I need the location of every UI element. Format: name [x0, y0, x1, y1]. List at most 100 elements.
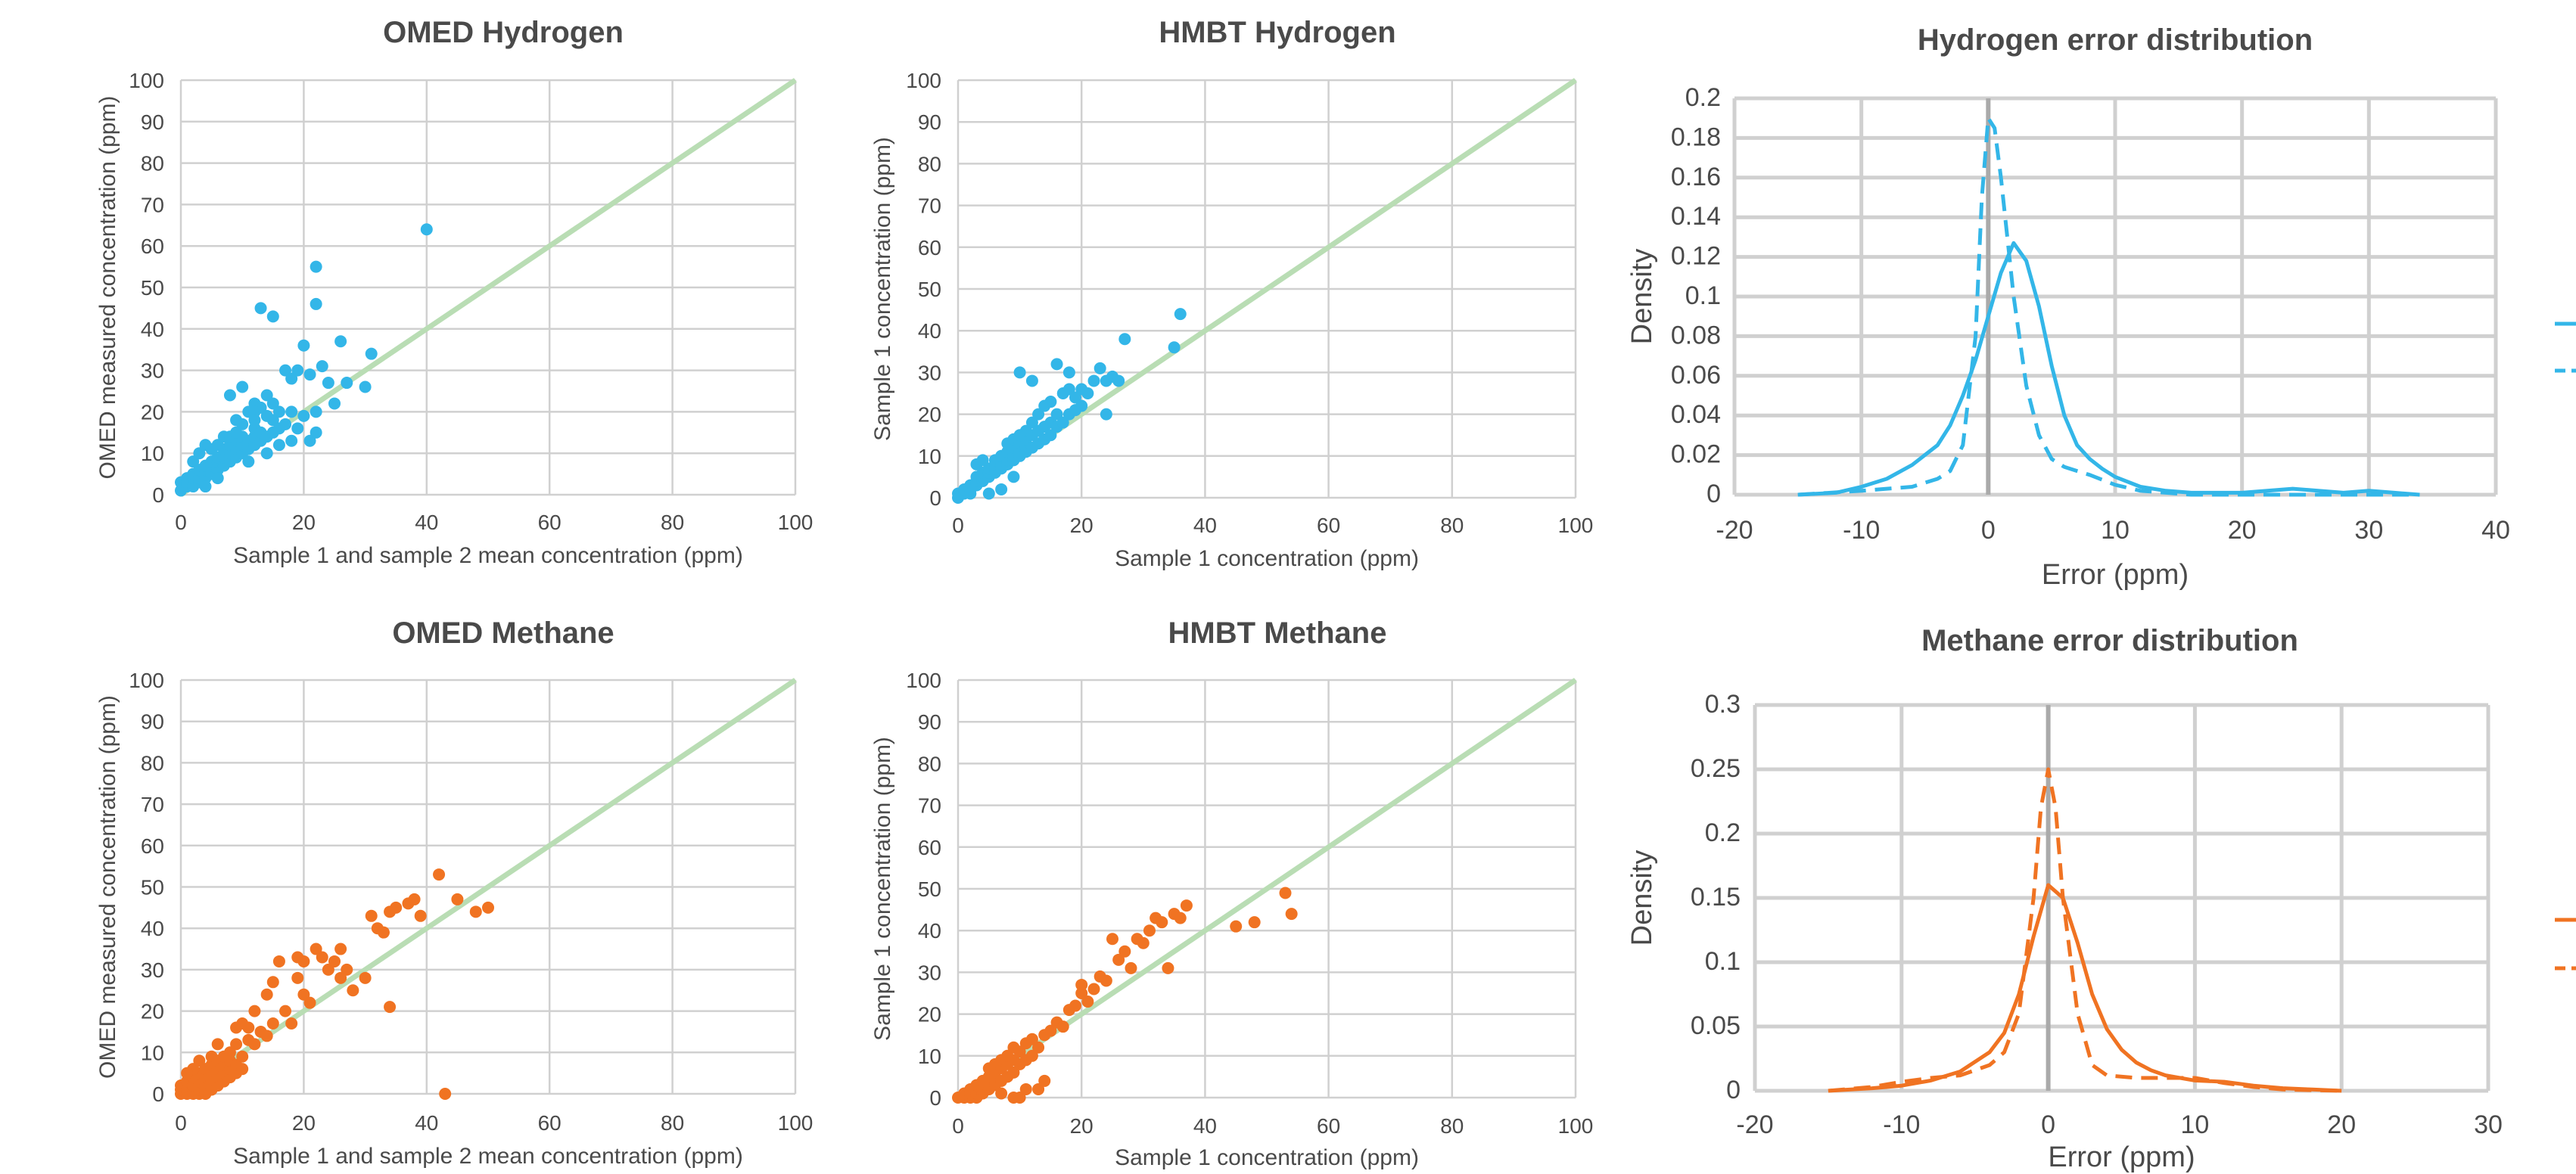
y-tick-label: 100 — [906, 69, 941, 92]
x-tick-label: 10 — [2180, 1110, 2209, 1139]
data-point — [1180, 899, 1193, 912]
data-point — [230, 1038, 243, 1051]
data-point — [995, 1087, 1008, 1100]
data-point — [1019, 1082, 1032, 1095]
omed-methane-chart: OMED Methane 0 20 40 60 80 100 0 10 20 30 40 50 60 70 8… — [95, 617, 813, 1169]
data-point — [359, 380, 372, 393]
data-point — [1118, 333, 1131, 346]
x-axis-label: Error (ppm) — [2048, 1141, 2195, 1173]
data-point — [469, 905, 482, 918]
data-point — [1112, 953, 1125, 966]
y-tick-label: 60 — [141, 234, 164, 258]
data-point — [266, 310, 279, 323]
data-point — [322, 963, 334, 976]
y-tick-label: 60 — [141, 834, 164, 858]
y-tick-label: 0 — [1706, 480, 1721, 508]
data-point — [1118, 945, 1131, 958]
data-point — [316, 951, 328, 964]
data-point — [260, 1030, 273, 1042]
y-tick-label: 50 — [141, 876, 164, 899]
y-tick-label: 0.2 — [1685, 83, 1721, 112]
data-point — [211, 1038, 224, 1051]
data-point — [1137, 936, 1150, 949]
data-point — [1038, 1074, 1051, 1087]
data-point — [359, 971, 372, 984]
y-tick-label: 0.3 — [1705, 690, 1741, 719]
y-axis-label: Sample 1 concentration (ppm) — [870, 137, 895, 441]
data-point — [272, 439, 285, 452]
solid-density-curve — [1828, 883, 2342, 1093]
x-tick-label: -10 — [1843, 516, 1880, 545]
x-tick-label: 20 — [2327, 1110, 2356, 1139]
data-point — [1013, 366, 1026, 379]
data-point — [242, 1021, 255, 1034]
data-point — [297, 955, 310, 967]
data-point — [1279, 887, 1292, 899]
data-point — [1025, 1033, 1038, 1045]
data-point — [420, 223, 433, 236]
y-tick-label: 0.25 — [1691, 754, 1741, 783]
y-tick-label: 100 — [129, 669, 164, 692]
data-point — [976, 454, 989, 467]
x-tick-label: 100 — [1558, 514, 1594, 537]
data-point — [433, 868, 446, 881]
data-point — [334, 943, 347, 955]
data-point — [1025, 416, 1038, 429]
data-point — [964, 487, 977, 500]
x-tick-label: 60 — [538, 1111, 562, 1135]
dashed-density-curve — [1797, 116, 2420, 497]
data-point — [236, 1063, 249, 1076]
y-tick-label: 30 — [141, 359, 164, 383]
data-point — [236, 418, 249, 430]
x-tick-label: 10 — [2101, 516, 2130, 545]
y-tick-label: 30 — [141, 958, 164, 982]
data-point — [181, 1067, 194, 1079]
y-tick-label: 10 — [918, 445, 941, 468]
data-point — [1075, 399, 1088, 412]
data-point — [223, 1046, 236, 1059]
chart-title: Methane error distribution — [1921, 624, 2298, 657]
data-point — [248, 1038, 261, 1051]
data-point — [384, 1001, 397, 1014]
data-point — [1032, 1041, 1045, 1054]
x-tick-label: 20 — [2228, 516, 2257, 545]
y-tick-label: 0 — [929, 1086, 941, 1110]
data-point — [260, 447, 273, 460]
x-axis-label: Sample 1 and sample 2 mean concentration… — [233, 1144, 743, 1169]
x-tick-label: 0 — [1981, 516, 1996, 545]
data-point — [310, 297, 322, 310]
x-tick-label: 40 — [2481, 516, 2510, 545]
data-point — [310, 405, 322, 418]
y-tick-label: 0 — [1726, 1076, 1741, 1104]
x-axis-label: Sample 1 concentration (ppm) — [1115, 1145, 1419, 1170]
data-point — [310, 260, 322, 273]
data-point — [1285, 908, 1298, 921]
y-tick-label: 80 — [918, 752, 941, 775]
y-tick-label: 80 — [141, 152, 164, 175]
solid-density-curve — [1797, 241, 2420, 497]
y-tick-label: 20 — [918, 1003, 941, 1026]
x-tick-label: 80 — [661, 511, 684, 534]
data-point — [1069, 391, 1082, 404]
data-point — [1087, 983, 1100, 995]
x-tick-label: 20 — [1070, 1114, 1094, 1138]
x-tick-label: 100 — [778, 511, 814, 534]
data-point — [193, 1054, 206, 1067]
data-point — [1013, 1045, 1026, 1058]
data-point — [310, 943, 322, 955]
data-point — [1044, 1024, 1057, 1037]
data-point — [390, 901, 403, 914]
data-point — [266, 976, 279, 989]
hmbt-methane-chart: HMBT Methane 0 20 40 60 80 100 0 10 20 30 40 50 60 70 8… — [870, 617, 1593, 1170]
data-point — [1032, 408, 1045, 421]
data-point — [1075, 987, 1088, 999]
data-point — [248, 405, 261, 418]
x-tick-label: 30 — [2474, 1110, 2503, 1139]
x-tick-label: 40 — [415, 511, 438, 534]
data-point — [408, 893, 421, 905]
data-point — [1087, 374, 1100, 387]
data-point — [310, 426, 322, 439]
methane-error-chart: Methane error distribution -20 -10 0 10 20 30 0… — [1626, 624, 2576, 1173]
y-tick-label: 0 — [929, 486, 941, 510]
data-point — [291, 422, 304, 435]
